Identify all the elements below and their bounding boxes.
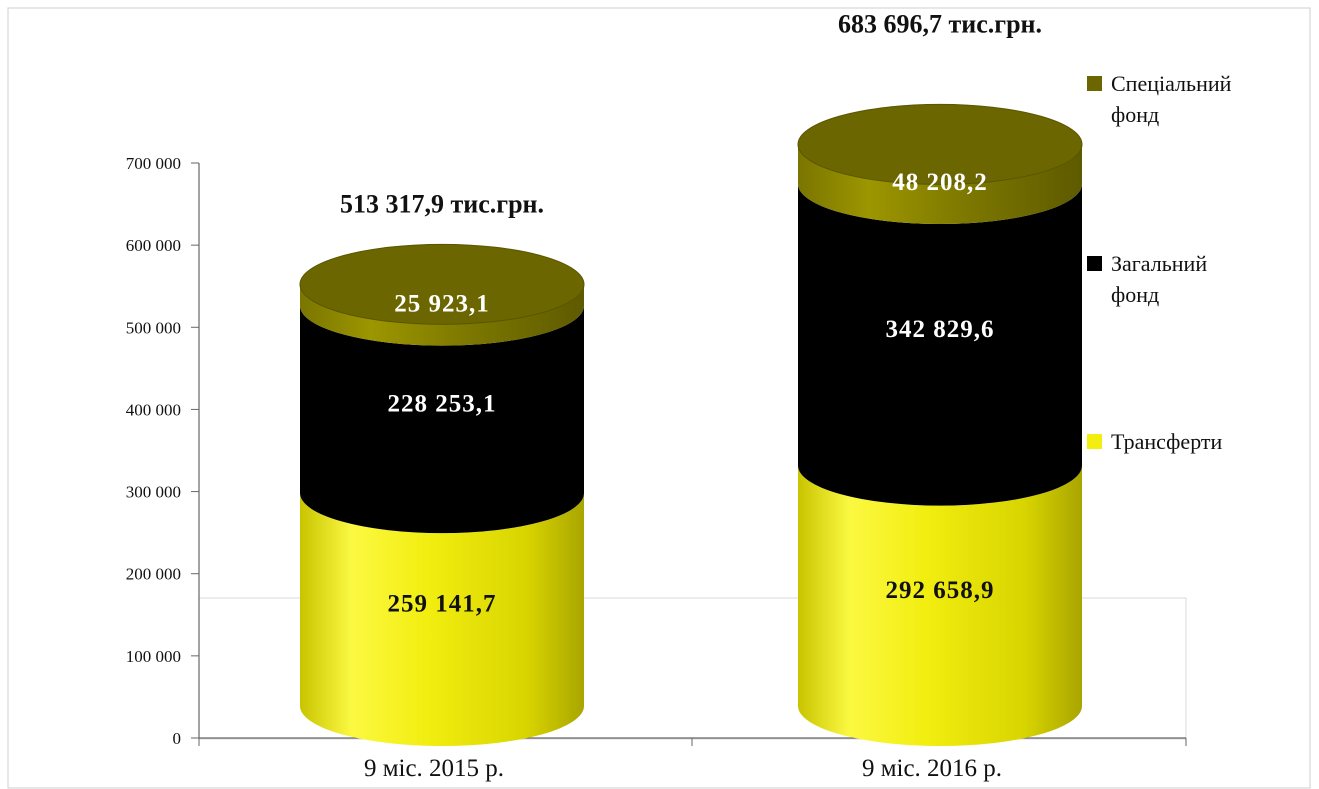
cylinder-2: 292 658,9 342 829,6 48 208,2 683 696,7 тис.… xyxy=(797,9,1083,782)
legend: Спеціальний фонд Загальний фонд Трансферти xyxy=(1087,71,1232,454)
legend-swatch xyxy=(1087,256,1102,271)
x-category-label: 9 міс. 2016 р. xyxy=(862,755,1002,782)
y-tick-label: 100 000 xyxy=(126,647,181,666)
legend-label: Трансферти xyxy=(1111,429,1223,454)
bar-general-fund xyxy=(300,305,584,534)
y-tick-label: 200 000 xyxy=(126,565,181,584)
data-label-general-fund: 342 829,6 xyxy=(886,316,995,343)
cylinder-1: 259 141,7 228 253,1 25 923,1 513 317,9 тис.… xyxy=(299,189,585,782)
total-label: 683 696,7 тис.грн. xyxy=(838,9,1042,38)
y-tick-label: 0 xyxy=(173,729,182,748)
y-tick-label: 400 000 xyxy=(126,400,181,419)
data-label-special-fund: 48 208,2 xyxy=(892,169,988,196)
legend-item: Спеціальний фонд xyxy=(1087,71,1232,127)
bars: 259 141,7 228 253,1 25 923,1 513 317,9 тис.… xyxy=(299,9,1083,782)
legend-swatch xyxy=(1087,434,1102,449)
bar-special-fund xyxy=(300,284,584,346)
x-category-label: 9 міс. 2015 р. xyxy=(364,755,504,782)
bar-transfers xyxy=(300,493,584,746)
legend-swatch xyxy=(1087,76,1102,91)
total-label: 513 317,9 тис.грн. xyxy=(340,189,544,218)
bar-special-fund xyxy=(798,144,1082,224)
legend-item: Загальний фонд xyxy=(1087,251,1207,307)
data-label-special-fund: 25 923,1 xyxy=(394,291,490,318)
data-label-transfers: 292 658,9 xyxy=(886,577,995,604)
chart-frame xyxy=(7,7,1311,789)
bar-general-fund xyxy=(798,183,1082,506)
data-label-general-fund: 228 253,1 xyxy=(388,390,497,417)
y-tick-label: 300 000 xyxy=(126,483,181,502)
cylinder-top-cap xyxy=(299,243,585,325)
legend-label: Спеціальний фонд xyxy=(1111,71,1232,127)
legend-label: Загальний фонд xyxy=(1111,251,1207,307)
cylinder-top-cap xyxy=(797,103,1083,185)
legend-item: Трансферти xyxy=(1087,429,1223,454)
y-tick-label: 700 000 xyxy=(126,154,181,173)
bar-transfers xyxy=(798,465,1082,746)
y-tick-label: 600 000 xyxy=(126,236,181,255)
data-label-transfers: 259 141,7 xyxy=(388,591,497,618)
y-tick-label: 500 000 xyxy=(126,318,181,337)
